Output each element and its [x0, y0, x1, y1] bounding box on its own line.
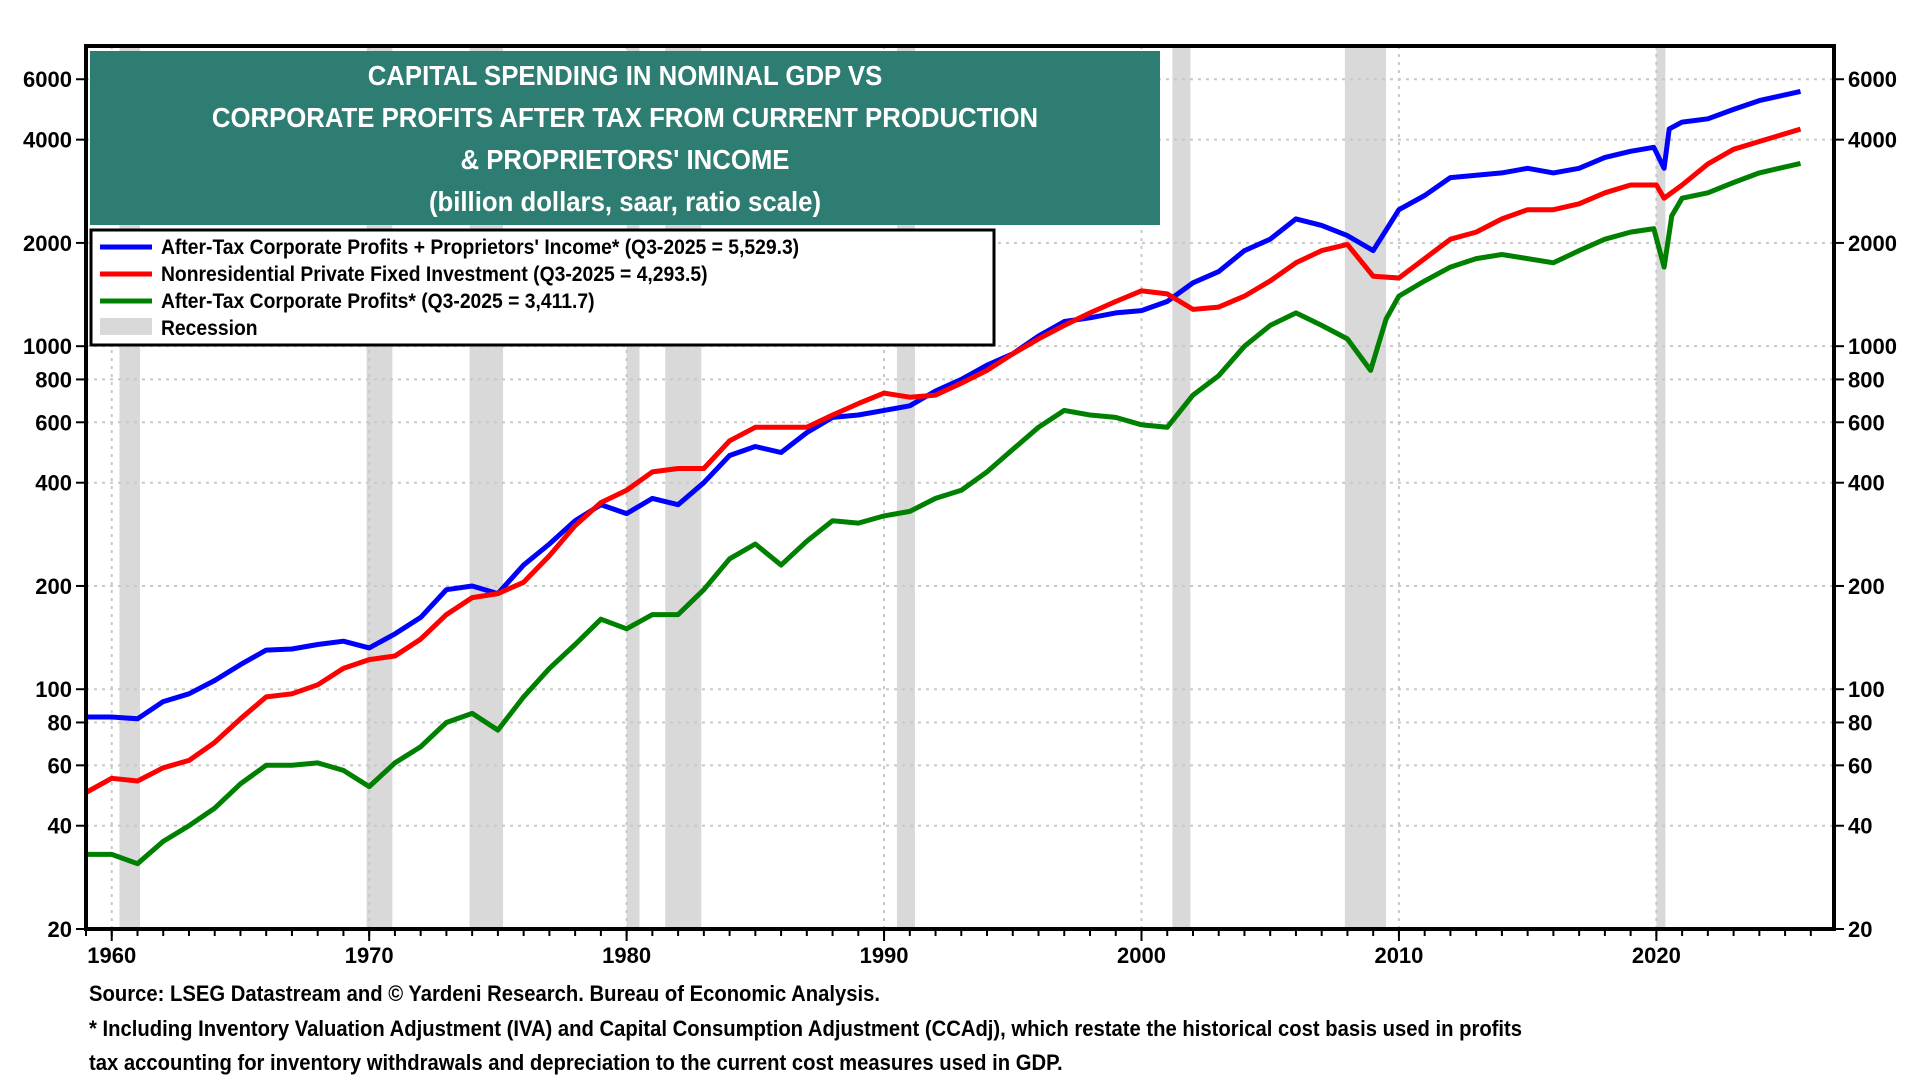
x-tick-label: 2000 — [1117, 943, 1166, 968]
y-tick-label-right: 20 — [1848, 917, 1872, 942]
y-tick-label-right: 100 — [1848, 677, 1885, 702]
y-tick-label-left: 100 — [35, 677, 72, 702]
recession-band — [1656, 46, 1666, 929]
y-tick-label-right: 80 — [1848, 710, 1872, 735]
y-tick-label-right: 60 — [1848, 753, 1872, 778]
x-tick-label: 1970 — [345, 943, 394, 968]
y-tick-label-left: 800 — [35, 367, 72, 392]
title-line-3: & PROPRIETORS' INCOME — [461, 144, 790, 175]
title-line-1: CAPITAL SPENDING IN NOMINAL GDP VS — [368, 60, 883, 91]
y-tick-label-right: 6000 — [1848, 67, 1897, 92]
series-line-blue — [86, 88, 1802, 722]
y-tick-label-left: 4000 — [23, 128, 72, 153]
y-tick-label-left: 6000 — [23, 67, 72, 92]
y-tick-label-right: 600 — [1848, 410, 1885, 435]
series-line-red — [84, 126, 1802, 795]
footnote-line-1: * Including Inventory Valuation Adjustme… — [89, 1016, 1523, 1041]
series-line-green — [86, 160, 1802, 867]
y-tick-label-left: 2000 — [23, 231, 72, 256]
y-tick-label-right: 40 — [1848, 814, 1872, 839]
y-tick-label-left: 1000 — [23, 334, 72, 359]
footnote-line-2: tax accounting for inventory withdrawals… — [89, 1050, 1063, 1075]
x-tick-label: 2010 — [1374, 943, 1423, 968]
series-lines — [84, 88, 1802, 867]
y-tick-label-left: 20 — [48, 917, 72, 942]
recession-band — [1172, 46, 1191, 929]
y-tick-label-left: 600 — [35, 410, 72, 435]
legend-swatch-recession — [100, 318, 152, 335]
legend-label-blue: After-Tax Corporate Profits + Proprietor… — [161, 236, 799, 259]
title-line-2: CORPORATE PROFITS AFTER TAX FROM CURRENT… — [212, 102, 1038, 133]
y-tick-label-right: 4000 — [1848, 128, 1897, 153]
y-tick-label-right: 800 — [1848, 367, 1885, 392]
legend: After-Tax Corporate Profits + Proprietor… — [89, 228, 996, 347]
legend-label-green: After-Tax Corporate Profits* (Q3-2025 = … — [161, 290, 595, 313]
title-line-4: (billion dollars, saar, ratio scale) — [429, 186, 821, 217]
x-tick-label: 1990 — [860, 943, 909, 968]
recession-band — [1344, 46, 1387, 929]
legend-label-recession: Recession — [161, 317, 258, 340]
y-tick-label-right: 400 — [1848, 471, 1885, 496]
x-tick-label: 1960 — [87, 943, 136, 968]
y-tick-label-right: 200 — [1848, 574, 1885, 599]
y-tick-label-left: 40 — [48, 814, 72, 839]
y-tick-label-right: 2000 — [1848, 231, 1897, 256]
y-tick-label-left: 200 — [35, 574, 72, 599]
y-tick-label-left: 80 — [48, 710, 72, 735]
title-box: CAPITAL SPENDING IN NOMINAL GDP VS CORPO… — [90, 51, 1160, 225]
plot-frame — [84, 44, 1836, 931]
x-tick-label: 1980 — [602, 943, 651, 968]
legend-label-red: Nonresidential Private Fixed Investment … — [161, 263, 708, 286]
y-tick-label-left: 400 — [35, 471, 72, 496]
y-tick-label-right: 1000 — [1848, 334, 1897, 359]
source-note: Source: LSEG Datastream and © Yardeni Re… — [89, 981, 881, 1006]
x-tick-label: 2020 — [1632, 943, 1681, 968]
y-tick-label-left: 60 — [48, 753, 72, 778]
